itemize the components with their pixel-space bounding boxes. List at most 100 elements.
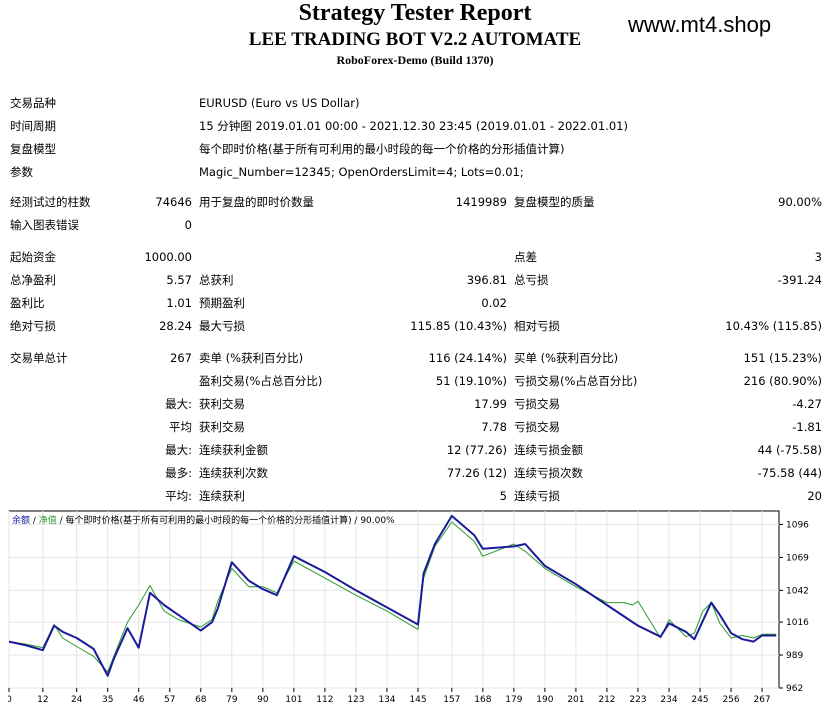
net-profit-value: 5.57 bbox=[166, 273, 192, 287]
x-tick-label: 157 bbox=[443, 695, 460, 705]
most-consec-loss-value: -75.58 (44) bbox=[757, 466, 822, 480]
max-consec-win-value: 12 (77.26) bbox=[446, 443, 507, 457]
most-consec-win-label: 连续获利次数 bbox=[199, 466, 268, 480]
legend-balance: 余额 bbox=[12, 516, 31, 526]
gross-profit-value: 396.81 bbox=[466, 273, 507, 287]
long-positions-label: 买单 (%获利百分比) bbox=[514, 351, 619, 365]
relative-drawdown-label: 相对亏损 bbox=[514, 319, 560, 333]
gross-loss-label: 总亏损 bbox=[514, 273, 549, 287]
x-tick-label: 46 bbox=[133, 695, 145, 705]
absolute-drawdown-label: 绝对亏损 bbox=[10, 319, 56, 333]
watermark-link[interactable]: www.mt4.shop bbox=[628, 12, 772, 37]
ticks-value: 1419989 bbox=[455, 195, 507, 209]
y-tick-label: 989 bbox=[786, 651, 803, 661]
bars-value: 74646 bbox=[155, 195, 192, 209]
x-tick-label: 267 bbox=[753, 695, 770, 705]
model-value: 每个即时价格(基于所有可利用的最小时段的每一个价格的分形插值计算) bbox=[199, 142, 565, 156]
chart-grid bbox=[8, 511, 779, 689]
profit-trades-value: 51 (19.10%) bbox=[435, 374, 507, 388]
average-label: 平均 bbox=[169, 420, 192, 434]
ticks-label: 用于复盘的即时价数量 bbox=[199, 195, 314, 209]
x-tick-label: 123 bbox=[347, 695, 364, 705]
maximum-label: 最大: bbox=[165, 443, 192, 457]
x-tick-label: 223 bbox=[629, 695, 646, 705]
model-label: 复盘模型 bbox=[10, 142, 56, 156]
short-positions-value: 116 (24.14%) bbox=[428, 351, 507, 365]
chart-series bbox=[8, 514, 777, 677]
params-label: 参数 bbox=[10, 165, 33, 179]
avg-consec-win-label: 连续获利 bbox=[199, 489, 245, 503]
max-drawdown-value: 115.85 (10.43%) bbox=[410, 319, 507, 333]
x-tick-label: 145 bbox=[409, 695, 426, 705]
legend-model-text: / 每个即时价格(基于所有可利用的最小时段的每一个价格的分形插值计算) / 90… bbox=[56, 516, 395, 526]
errors-label: 输入图表错误 bbox=[10, 218, 79, 232]
x-tick-label: 0 bbox=[8, 695, 12, 705]
x-tick-label: 256 bbox=[722, 695, 739, 705]
largest-label: 最大: bbox=[165, 397, 192, 411]
quality-value: 90.00% bbox=[778, 195, 822, 209]
equity-line bbox=[8, 521, 777, 673]
chart-legend: 余额 / 净值 / 每个即时价格(基于所有可利用的最小时段的每一个价格的分形插值… bbox=[12, 513, 395, 526]
avg-consec-loss-value: 20 bbox=[807, 489, 822, 503]
avg-consec-loss-label: 连续亏损 bbox=[514, 489, 560, 503]
plot-frame bbox=[8, 510, 780, 689]
x-tick-label: 35 bbox=[102, 695, 113, 705]
symbol-value: EURUSD (Euro vs US Dollar) bbox=[199, 96, 360, 110]
x-tick-label: 190 bbox=[536, 695, 553, 705]
x-tick-label: 179 bbox=[505, 695, 522, 705]
legend-equity: 净值 bbox=[38, 516, 57, 526]
loss-trades-label: 亏损交易(%占总百分比) bbox=[514, 374, 638, 388]
quality-label: 复盘模型的质量 bbox=[514, 195, 595, 209]
profit-trades-label: 盈利交易(%占总百分比) bbox=[199, 374, 323, 388]
x-tick-label: 212 bbox=[598, 695, 615, 705]
y-tick-label: 1016 bbox=[786, 618, 809, 628]
x-tick-label: 90 bbox=[257, 695, 269, 705]
most-label: 最多: bbox=[165, 466, 192, 480]
short-positions-label: 卖单 (%获利百分比) bbox=[199, 351, 304, 365]
spread-label: 点差 bbox=[514, 250, 537, 264]
x-tick-label: 79 bbox=[226, 695, 238, 705]
balance-chart: 962 989 1016 1042 1069 1096 0 12 24 35 46 57 68 79 90… bbox=[8, 510, 809, 705]
y-tick-label: 962 bbox=[786, 684, 803, 694]
legend-separator: / bbox=[30, 516, 39, 526]
largest-win-value: 17.99 bbox=[474, 397, 507, 411]
x-tick-label: 101 bbox=[285, 695, 302, 705]
x-tick-label: 68 bbox=[195, 695, 207, 705]
largest-loss-value: -4.27 bbox=[792, 397, 822, 411]
x-tick-label: 24 bbox=[71, 695, 83, 705]
average-loss-value: -1.81 bbox=[792, 420, 822, 434]
total-trades-value: 267 bbox=[170, 351, 192, 365]
absolute-drawdown-value: 28.24 bbox=[159, 319, 192, 333]
x-tick-label: 57 bbox=[164, 695, 175, 705]
average-win-value: 7.78 bbox=[481, 420, 507, 434]
max-consec-loss-label: 连续亏损金额 bbox=[514, 443, 583, 457]
max-consec-win-label: 连续获利金额 bbox=[199, 443, 268, 457]
x-tick-label: 201 bbox=[567, 695, 584, 705]
spread-value: 3 bbox=[814, 250, 822, 264]
period-value: 15 分钟图 2019.01.01 00:00 - 2021.12.30 23:… bbox=[199, 119, 628, 133]
largest-win-label: 获利交易 bbox=[199, 397, 245, 411]
gross-loss-value: -391.24 bbox=[777, 273, 822, 287]
expected-payoff-label: 预期盈利 bbox=[199, 296, 245, 310]
y-axis-ticks: 962 989 1016 1042 1069 1096 bbox=[779, 520, 809, 694]
period-label: 时间周期 bbox=[10, 119, 56, 133]
max-consec-loss-value: 44 (-75.58) bbox=[757, 443, 822, 457]
x-axis-ticks: 0 12 24 35 46 57 68 79 90 101 112 123 134 145 157 168 17… bbox=[8, 688, 771, 705]
most-consec-win-value: 77.26 (12) bbox=[446, 466, 507, 480]
long-positions-value: 151 (15.23%) bbox=[743, 351, 822, 365]
gross-profit-label: 总获利 bbox=[199, 273, 234, 287]
average-win-label: 获利交易 bbox=[199, 420, 245, 434]
y-tick-label: 1096 bbox=[786, 520, 809, 530]
report-title: Strategy Tester Report bbox=[298, 0, 532, 26]
server-name: RoboForex-Demo (Build 1370) bbox=[336, 53, 494, 67]
x-tick-label: 12 bbox=[37, 695, 48, 705]
deposit-label: 起始资金 bbox=[10, 250, 56, 264]
loss-trades-value: 216 (80.90%) bbox=[743, 374, 822, 388]
x-tick-label: 112 bbox=[316, 695, 333, 705]
errors-value: 0 bbox=[184, 218, 192, 232]
y-tick-label: 1069 bbox=[786, 553, 809, 563]
max-drawdown-label: 最大亏损 bbox=[199, 319, 245, 333]
y-tick-label: 1042 bbox=[786, 586, 809, 596]
average-loss-label: 亏损交易 bbox=[514, 420, 560, 434]
symbol-label: 交易品种 bbox=[10, 96, 56, 110]
